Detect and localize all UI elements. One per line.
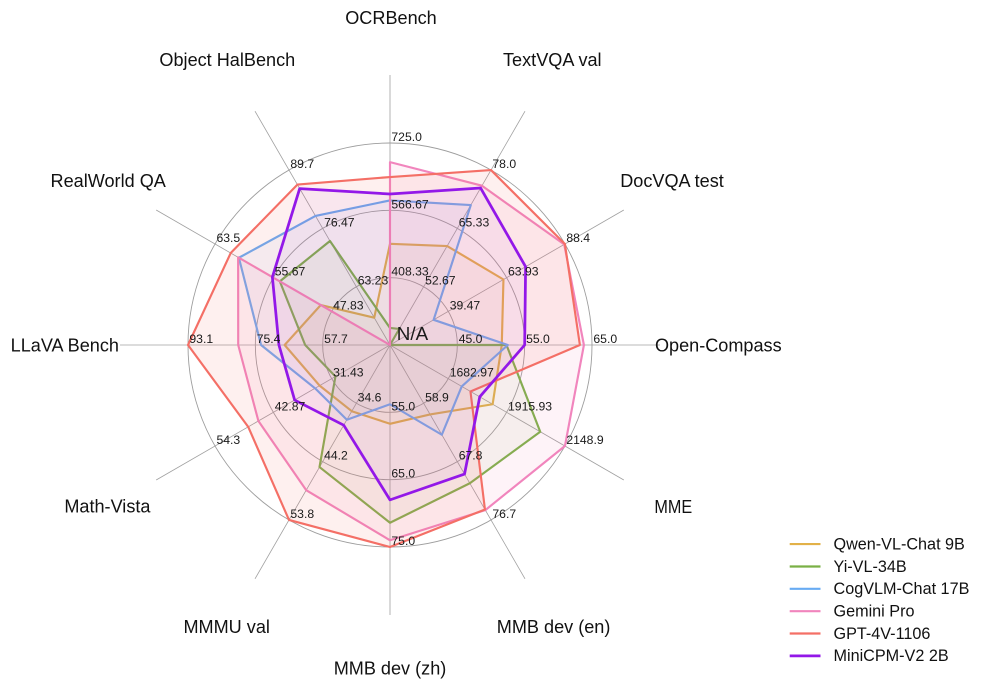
svg-text:55.67: 55.67	[275, 265, 306, 279]
svg-text:67.8: 67.8	[459, 449, 483, 463]
svg-text:58.9: 58.9	[425, 390, 449, 404]
svg-text:N/A: N/A	[397, 323, 429, 344]
svg-text:1915.93: 1915.93	[508, 399, 552, 413]
svg-text:Open-Compass: Open-Compass	[655, 336, 782, 356]
svg-text:1682.97: 1682.97	[450, 366, 494, 380]
svg-text:408.33: 408.33	[391, 265, 428, 279]
svg-text:TextVQA val: TextVQA val	[503, 50, 602, 70]
svg-text:76.7: 76.7	[492, 507, 516, 521]
svg-text:MMB dev (en): MMB dev (en)	[497, 617, 611, 637]
svg-text:42.87: 42.87	[275, 399, 306, 413]
svg-text:53.8: 53.8	[290, 507, 314, 521]
svg-text:Yi-VL-34B: Yi-VL-34B	[834, 558, 907, 576]
svg-text:75.0: 75.0	[391, 534, 415, 548]
svg-text:45.0: 45.0	[459, 332, 483, 346]
svg-text:65.0: 65.0	[593, 332, 617, 346]
svg-text:725.0: 725.0	[391, 130, 422, 144]
svg-text:65.0: 65.0	[391, 467, 415, 481]
svg-text:63.93: 63.93	[508, 265, 539, 279]
svg-text:75.4: 75.4	[257, 332, 281, 346]
svg-text:RealWorld QA: RealWorld QA	[51, 171, 167, 191]
svg-text:566.67: 566.67	[391, 197, 428, 211]
svg-text:LLaVA Bench: LLaVA Bench	[11, 336, 119, 356]
svg-text:MMMU val: MMMU val	[183, 617, 269, 637]
svg-text:31.43: 31.43	[333, 366, 364, 380]
svg-text:88.4: 88.4	[566, 231, 590, 245]
svg-text:63.5: 63.5	[216, 231, 240, 245]
svg-text:54.3: 54.3	[216, 433, 240, 447]
svg-text:57.7: 57.7	[324, 332, 348, 346]
svg-text:GPT-4V-1106: GPT-4V-1106	[834, 625, 931, 643]
svg-text:39.47: 39.47	[450, 298, 481, 312]
svg-text:55.0: 55.0	[391, 399, 415, 413]
svg-text:34.6: 34.6	[358, 390, 382, 404]
svg-text:MMB dev (zh): MMB dev (zh)	[334, 659, 447, 679]
svg-text:Object HalBench: Object HalBench	[159, 50, 295, 70]
svg-text:55.0: 55.0	[526, 332, 550, 346]
svg-text:MME: MME	[654, 497, 692, 517]
svg-text:DocVQA test: DocVQA test	[620, 171, 724, 191]
svg-text:52.67: 52.67	[425, 274, 456, 288]
svg-text:89.7: 89.7	[290, 157, 314, 171]
svg-text:2148.9: 2148.9	[566, 433, 603, 447]
svg-text:Qwen-VL-Chat 9B: Qwen-VL-Chat 9B	[834, 535, 965, 553]
svg-text:93.1: 93.1	[189, 332, 213, 346]
svg-text:44.2: 44.2	[324, 449, 348, 463]
svg-text:78.0: 78.0	[492, 157, 516, 171]
svg-text:Gemini Pro: Gemini Pro	[834, 603, 915, 621]
svg-text:OCRBench: OCRBench	[345, 8, 437, 28]
svg-text:76.47: 76.47	[324, 215, 355, 229]
svg-text:47.83: 47.83	[333, 298, 364, 312]
svg-text:65.33: 65.33	[459, 215, 490, 229]
svg-text:CogVLM-Chat 17B: CogVLM-Chat 17B	[834, 580, 970, 598]
svg-text:MiniCPM-V2 2B: MiniCPM-V2 2B	[834, 647, 949, 665]
svg-text:Math-Vista: Math-Vista	[64, 497, 151, 517]
svg-text:63.23: 63.23	[358, 274, 389, 288]
